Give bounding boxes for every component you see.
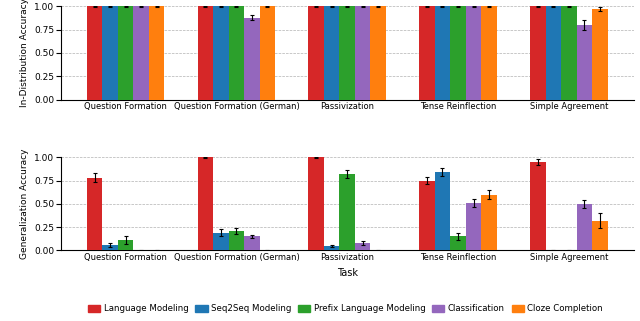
Bar xyxy=(577,204,592,250)
Bar xyxy=(435,6,450,100)
Bar xyxy=(308,6,324,100)
Bar xyxy=(450,236,466,250)
Bar xyxy=(228,231,244,250)
Legend: Language Modeling, Seq2Seq Modeling, Prefix Language Modeling, Classification, C: Language Modeling, Seq2Seq Modeling, Pre… xyxy=(85,301,606,317)
Bar xyxy=(592,9,607,100)
Bar xyxy=(324,246,339,250)
Bar xyxy=(561,6,577,100)
Y-axis label: Generalization Accuracy: Generalization Accuracy xyxy=(20,149,29,259)
Bar xyxy=(450,6,466,100)
Bar xyxy=(466,203,481,250)
Bar xyxy=(592,221,607,250)
Bar xyxy=(530,162,545,250)
Bar xyxy=(244,18,260,100)
Bar xyxy=(149,6,164,100)
Bar xyxy=(87,178,102,250)
Bar xyxy=(435,172,450,250)
Bar xyxy=(260,6,275,100)
Bar xyxy=(481,195,497,250)
Bar xyxy=(102,6,118,100)
Bar xyxy=(481,6,497,100)
Bar xyxy=(213,233,228,250)
Bar xyxy=(244,236,260,250)
Bar xyxy=(102,245,118,250)
Bar xyxy=(419,180,435,250)
Bar xyxy=(530,6,545,100)
Bar xyxy=(466,6,481,100)
Bar xyxy=(355,243,371,250)
Bar xyxy=(371,6,386,100)
Bar xyxy=(545,6,561,100)
Bar xyxy=(118,6,133,100)
Bar xyxy=(355,6,371,100)
Bar xyxy=(228,6,244,100)
Bar xyxy=(308,157,324,250)
Bar xyxy=(339,6,355,100)
Bar xyxy=(339,174,355,250)
Bar xyxy=(133,6,149,100)
Bar xyxy=(213,6,228,100)
Bar xyxy=(324,6,339,100)
Bar xyxy=(419,6,435,100)
Bar xyxy=(577,25,592,100)
Bar xyxy=(198,6,213,100)
X-axis label: Task: Task xyxy=(337,268,358,278)
Bar xyxy=(198,157,213,250)
Bar xyxy=(87,6,102,100)
Bar xyxy=(118,240,133,250)
Y-axis label: In-Distribution Accuracy: In-Distribution Accuracy xyxy=(20,0,29,108)
